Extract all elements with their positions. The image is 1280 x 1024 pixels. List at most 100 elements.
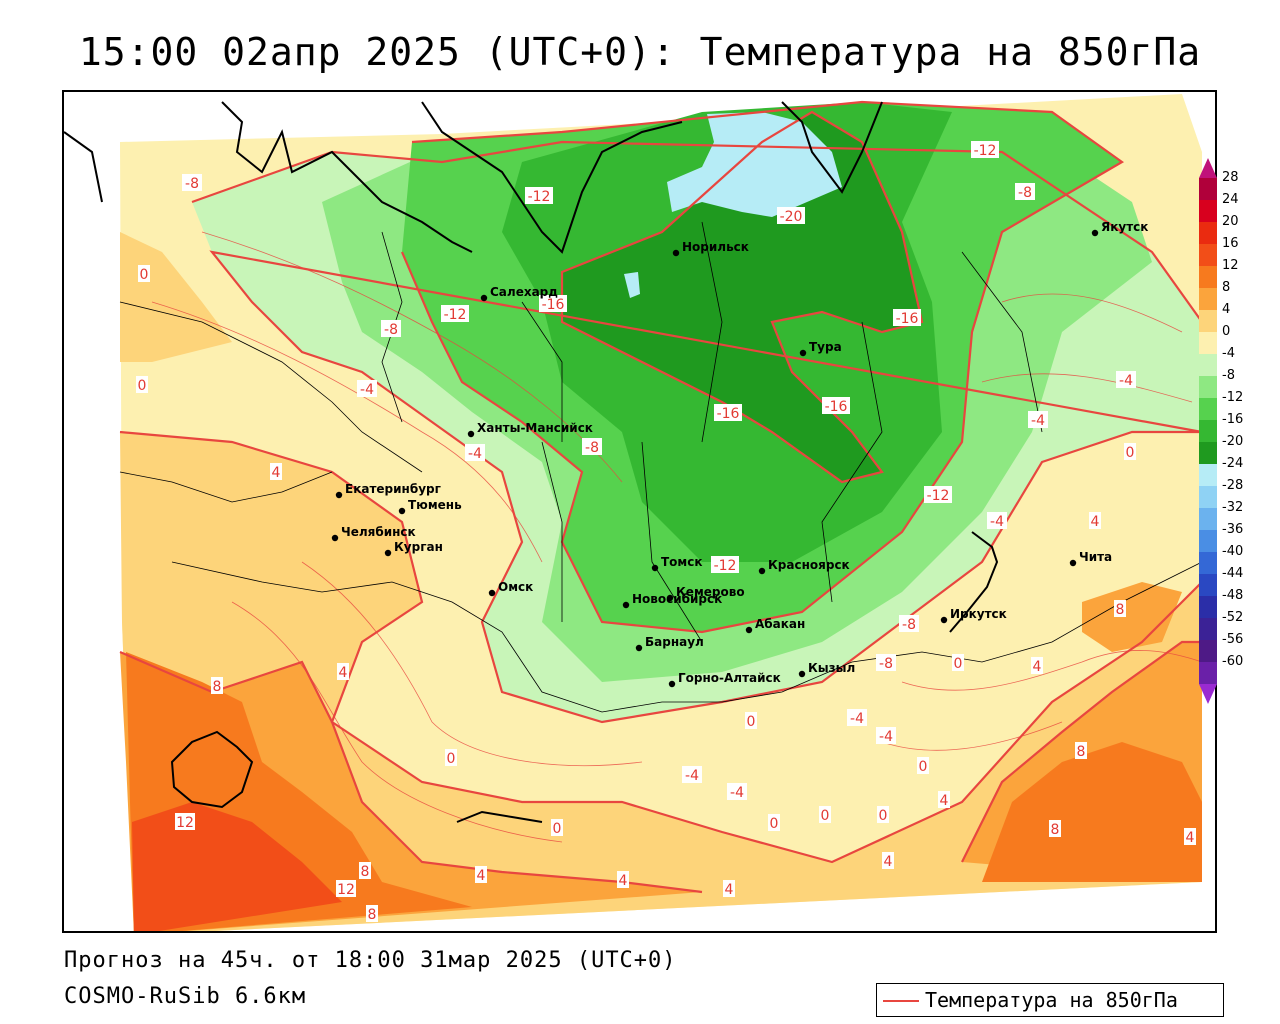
contour-label: -8 — [1015, 183, 1035, 201]
contour-label-value: -8 — [902, 617, 916, 633]
contour-label-value: 0 — [1126, 445, 1135, 461]
temperature-map[interactable]: -8 -12 -12 -8 -20 0 -12 -16 -8 -16 0 -4 -4 -16 -16 -4 -8… — [62, 90, 1217, 933]
contour-label: 8 — [1075, 742, 1087, 760]
contour-label: -8 — [182, 174, 202, 192]
city-marker[interactable]: Якутск — [1091, 220, 1149, 237]
contour-label-bg — [924, 486, 952, 503]
contour-label-value: -4 — [685, 768, 699, 784]
colorbar-top-arrow — [1199, 158, 1217, 178]
city-dot — [467, 430, 475, 438]
city-dot — [331, 534, 339, 542]
contour-label-bg — [539, 295, 567, 312]
city-marker[interactable]: Тюмень — [398, 498, 462, 515]
contour-label-bg — [175, 813, 195, 830]
map-canvas: -8 -12 -12 -8 -20 0 -12 -16 -8 -16 0 -4 -4 -16 -16 -4 -8… — [64, 94, 1203, 931]
contour-label: 8 — [366, 905, 378, 923]
contour-label-value: -12 — [444, 307, 467, 323]
contour-label-value: -4 — [730, 785, 744, 801]
contour-label: -12 — [441, 305, 469, 323]
city-marker[interactable]: Салехард — [480, 285, 558, 302]
city-dot — [384, 549, 392, 557]
city-marker[interactable]: Абакан — [745, 617, 805, 634]
isotherms — [119, 100, 1203, 894]
contour-label-bg — [745, 712, 757, 729]
contour-label-bg — [359, 862, 371, 879]
colorbar-swatch — [1199, 552, 1217, 574]
contour-label-bg — [1028, 411, 1048, 428]
contour-label: 4 — [475, 866, 487, 884]
city-dot — [651, 564, 659, 572]
colorbar-tick-label: 4 — [1222, 302, 1231, 317]
city-marker[interactable]: Иркутск — [940, 607, 1007, 624]
contour-label-bg — [714, 404, 742, 421]
contour-label-value: 4 — [272, 465, 281, 481]
band-8-12-east — [1082, 582, 1182, 652]
colorbar-tick-label: -16 — [1222, 412, 1244, 427]
contour-label-bg — [617, 871, 629, 888]
contour-label-value: 0 — [770, 816, 779, 832]
city-marker[interactable]: Кызыл — [798, 661, 855, 678]
contour-label: 0 — [819, 806, 831, 824]
band-16-20 — [132, 802, 342, 931]
colorbar-tick-label: 24 — [1222, 192, 1239, 207]
city-label: Кемерово — [676, 585, 745, 599]
contour-label-bg — [917, 757, 929, 774]
contour-label: -20 — [777, 207, 805, 225]
contour-label-value: -16 — [542, 297, 565, 313]
contour-label-value: 0 — [919, 759, 928, 775]
contour-label-bg — [1075, 742, 1087, 759]
colorbar-swatch — [1199, 442, 1217, 464]
city-marker[interactable]: Чита — [1069, 550, 1112, 567]
contour-label-bg — [1116, 371, 1136, 388]
contour-label-value: 12 — [337, 882, 355, 898]
city-marker[interactable]: Омск — [488, 580, 533, 597]
contour-label-bg — [727, 783, 747, 800]
temperature-fields — [120, 94, 1202, 931]
city-marker[interactable]: Ханты-Мансийск — [467, 421, 593, 438]
contour-label-bg — [768, 814, 780, 831]
contour-label-bg — [136, 376, 148, 393]
city-label: Красноярск — [768, 558, 850, 572]
city-dot — [488, 589, 496, 597]
colorbar-tick-label: -40 — [1222, 544, 1244, 559]
contour-label-bg — [777, 207, 805, 224]
contour-label: -16 — [893, 309, 921, 327]
contour-label-bg — [381, 320, 401, 337]
contour-label-bg — [1184, 828, 1196, 845]
city-marker[interactable]: Барнаул — [635, 635, 704, 652]
colorbar-swatch — [1199, 464, 1217, 486]
city-dot — [635, 644, 643, 652]
city-dot — [758, 567, 766, 575]
city-dot — [666, 594, 674, 602]
city-marker[interactable]: Красноярск — [758, 558, 850, 575]
contour-labels: -8 -12 -12 -8 -20 0 -12 -16 -8 -16 0 -4 -4 -16 -16 -4 -8… — [136, 141, 1196, 923]
city-marker[interactable]: Курган — [384, 540, 443, 557]
city-marker[interactable]: Челябинск — [331, 525, 416, 542]
colorbar-tick-label: 20 — [1222, 214, 1239, 229]
city-marker[interactable]: Екатеринбург — [335, 482, 441, 499]
city-marker[interactable]: Кемерово — [666, 585, 745, 602]
colorbar-tick-label: -52 — [1222, 610, 1244, 625]
city-marker[interactable]: Норильск — [672, 240, 749, 257]
contour-label-bg — [987, 512, 1007, 529]
contour-label-bg — [1031, 657, 1043, 674]
city-marker[interactable]: Тура — [799, 340, 842, 357]
city-dot — [480, 294, 488, 302]
contour-label: 4 — [337, 663, 349, 681]
colorbar-swatch — [1199, 508, 1217, 530]
colorbar-swatch — [1199, 420, 1217, 442]
city-label: Екатеринбург — [345, 482, 441, 496]
colorbar-tick-label: -48 — [1222, 588, 1244, 603]
contour-label: 0 — [745, 712, 757, 730]
isotherm-neg16 — [560, 110, 924, 484]
contour-label-value: 4 — [1186, 830, 1195, 846]
city-marker[interactable]: Горно-Алтайск — [668, 671, 781, 688]
city-marker[interactable]: Томск — [651, 555, 703, 572]
contour-label: -4 — [847, 709, 867, 727]
colorbar-swatch — [1199, 376, 1217, 398]
model-name: COSMO-RuSib 6.6км — [64, 984, 307, 1009]
city-marker[interactable]: Новосибирск — [622, 592, 722, 609]
contour-label-bg — [971, 141, 999, 158]
temperature-colorbar — [1199, 158, 1217, 710]
map-legend: Температура на 850гПа — [876, 983, 1224, 1017]
